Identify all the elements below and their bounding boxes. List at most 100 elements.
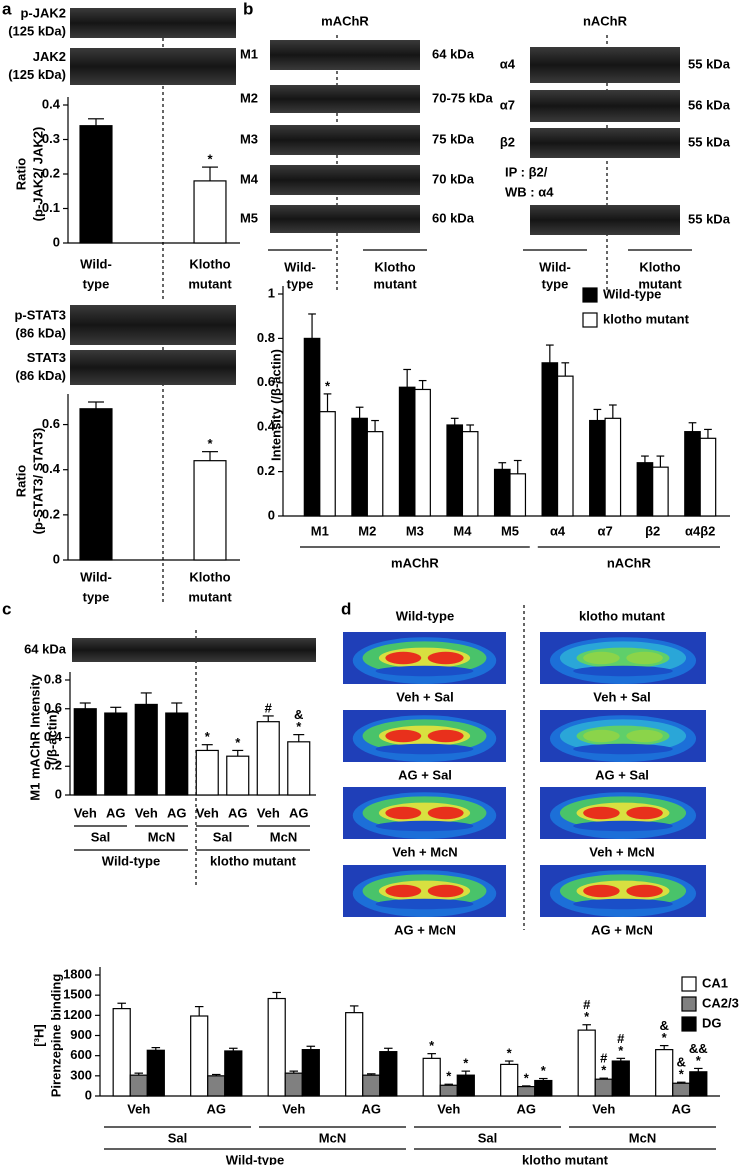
annotation: * [696,1053,702,1068]
x-tick-label: M5 [501,523,519,538]
blot [270,85,420,113]
bar [509,473,527,517]
bar [345,1012,364,1097]
x-tick-label: AG [289,805,309,820]
brain-image [626,884,663,898]
annotation: * [463,1056,469,1071]
annotation: * [207,436,213,451]
x-tick-label: type [83,589,110,604]
category-label: Klotho [374,259,415,274]
bar [207,1075,226,1097]
bar [284,1072,303,1097]
bar [398,386,416,517]
brain-image [583,729,620,743]
legend-label: Wild-type [603,286,661,301]
bar [319,411,336,517]
legend-swatch [681,976,697,992]
x-tick-label: AG [362,1101,382,1116]
bar [577,1029,596,1097]
bar [146,1049,165,1097]
blot-label: p-STAT3 [14,307,66,322]
bar [672,1082,691,1097]
x-tick-label: Klotho [189,569,230,584]
bar [589,419,606,517]
brain-image [427,806,464,820]
legend-label: CA1 [702,975,728,990]
bar [541,362,559,517]
row-label: AG + Sal [398,767,452,782]
bar [456,1074,475,1097]
x-tick-label: Veh [196,805,219,820]
y-tick-label: 0.4 [257,419,276,434]
legend-swatch [582,312,598,328]
x-tick-label: Veh [135,805,158,820]
blot-title: nAChR [583,13,628,28]
x-tick-label: M3 [406,523,424,538]
y-axis-label: Pirenzepine binding [48,974,63,1098]
y-tick-label: 0 [55,786,62,801]
x-tick-label: α4 [550,523,566,538]
group-label: Sal [168,1130,188,1145]
y-tick-label: 0.8 [44,671,62,686]
brain-image [375,743,474,755]
bar [193,460,227,561]
row-label: Veh + McN [589,844,654,859]
y-axis-label: [³H] [31,1024,46,1046]
bar [500,1063,519,1097]
brain-image [375,898,474,910]
annotation: * [325,378,331,393]
annotation: # [617,1031,625,1046]
legend-swatch [681,1016,697,1032]
brain-image [385,651,422,665]
bar [517,1085,536,1097]
legend-swatch [582,287,598,303]
x-tick-label: M4 [453,523,472,538]
bar [190,1015,209,1097]
blot [530,128,680,158]
bar [301,1049,320,1097]
y-tick-label: 0.2 [42,506,60,521]
bar [79,408,113,561]
blot [270,165,420,195]
y-tick-label: 0 [85,1087,92,1102]
x-tick-label: AG [228,805,248,820]
blot-label: M4 [240,171,259,186]
y-tick-label: 1 [268,285,275,300]
annotation: # [600,1051,608,1066]
category-label: type [287,276,314,291]
annotation: * [429,1038,435,1053]
blot-size: 75 kDa [432,131,475,146]
brain-image [583,651,620,665]
blot-size: 70-75 kDa [432,90,493,105]
blot-label: M1 [240,46,258,61]
bar [414,388,431,517]
group-label: Sal [478,1130,498,1145]
bar [439,1084,458,1097]
y-tick-label: 0.6 [42,416,60,431]
x-tick-label: Wild- [80,256,112,271]
bar [655,1049,674,1097]
blot [530,47,680,83]
blot-label: 64 kDa [24,641,67,656]
y-tick-label: 900 [70,1027,92,1042]
bar [534,1079,553,1097]
group-label: nAChR [607,555,652,570]
y-tick-label: 0.2 [42,165,60,180]
blot-label: STAT3 [27,350,66,365]
bar [493,468,511,517]
legend-label: klotho mutant [603,311,690,326]
annotation: * [205,729,211,744]
x-tick-label: Wild- [80,569,112,584]
bar [684,431,701,517]
bar [73,708,97,796]
brain-image [375,665,474,677]
bar [366,431,384,517]
y-tick-label: 1500 [63,987,92,1002]
bar [446,424,464,517]
group-label: McN [270,829,297,844]
y-tick-label: 0.4 [42,461,61,476]
group-label: Sal [91,829,111,844]
blot-label: (125 kDa) [8,23,66,38]
blot-label: β2 [500,134,515,149]
brain-image [583,884,620,898]
